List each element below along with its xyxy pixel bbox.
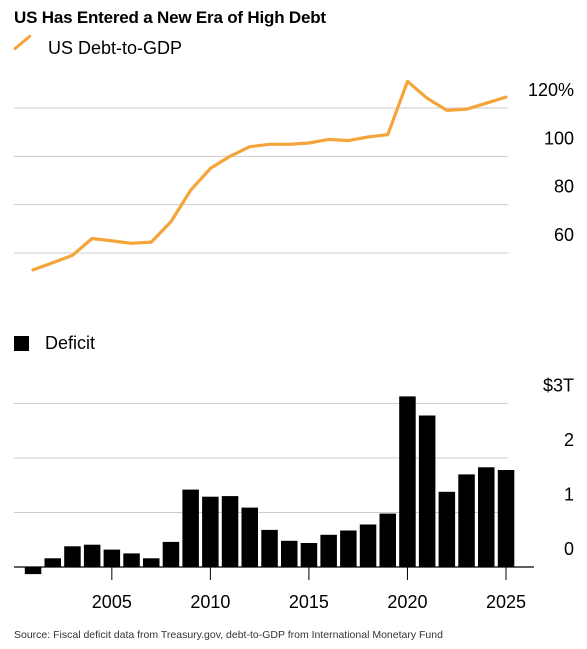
x-tick-label: 2015 xyxy=(289,592,329,612)
bar-y-tick-label: 2 xyxy=(564,430,574,450)
bar-y-tick-label: 0 xyxy=(564,539,574,559)
x-tick-label: 2005 xyxy=(92,592,132,612)
line-chart-gridlines xyxy=(14,107,508,254)
legend-label-deficit: Deficit xyxy=(45,333,96,353)
deficit-bar xyxy=(359,524,377,567)
debt-to-gdp-line xyxy=(31,79,508,272)
x-tick-label: 2025 xyxy=(486,592,526,612)
deficit-bar xyxy=(182,489,199,567)
legend-debt-to-gdp: US Debt-to-GDP xyxy=(14,38,182,59)
bar-chart-y-ticks: $3T 2 1 0 xyxy=(543,376,574,560)
bar-y-tick-label: $3T xyxy=(543,376,574,396)
deficit-bar xyxy=(123,553,140,567)
bar-chart-bars xyxy=(24,396,515,575)
deficit-bar xyxy=(379,513,396,567)
line-y-tick-label: 100 xyxy=(544,128,574,148)
deficit-bar xyxy=(221,496,239,567)
deficit-bar xyxy=(281,540,298,567)
deficit-bar xyxy=(261,529,278,567)
x-tick-label: 2010 xyxy=(190,592,230,612)
line-y-tick-label: 60 xyxy=(554,225,574,245)
line-y-tick-label: 120% xyxy=(528,80,574,100)
legend-deficit: Deficit xyxy=(14,333,95,354)
deficit-bar xyxy=(103,549,121,567)
chart-title: US Has Entered a New Era of High Debt xyxy=(14,8,326,27)
deficit-bar xyxy=(143,558,160,567)
bar-legend-swatch xyxy=(14,336,29,351)
source-note: Source: Fiscal deficit data from Treasur… xyxy=(14,629,443,641)
deficit-bar xyxy=(418,415,436,567)
legend-label-debt-to-gdp: US Debt-to-GDP xyxy=(48,38,183,58)
deficit-bar xyxy=(64,546,81,567)
deficit-bar xyxy=(241,507,258,567)
deficit-bar xyxy=(497,470,515,567)
deficit-bar xyxy=(438,491,456,567)
x-tick-label: 2020 xyxy=(387,592,427,612)
deficit-bar xyxy=(24,567,42,575)
deficit-bar xyxy=(320,534,337,567)
deficit-bar xyxy=(162,541,180,567)
bar-y-tick-label: 1 xyxy=(564,485,574,505)
deficit-bar xyxy=(458,474,475,567)
x-axis: 2005 2010 2015 2020 2025 xyxy=(14,566,534,612)
deficit-bar xyxy=(83,544,101,567)
deficit-bar xyxy=(340,530,357,567)
line-y-tick-label: 80 xyxy=(554,177,574,197)
line-chart-series xyxy=(31,79,508,272)
deficit-bar xyxy=(399,396,416,567)
deficit-bar xyxy=(202,496,219,567)
line-chart-y-ticks: 120% 100 80 60 xyxy=(528,80,574,245)
deficit-bar xyxy=(44,558,61,567)
deficit-bar xyxy=(478,467,495,567)
deficit-bar xyxy=(300,543,318,567)
